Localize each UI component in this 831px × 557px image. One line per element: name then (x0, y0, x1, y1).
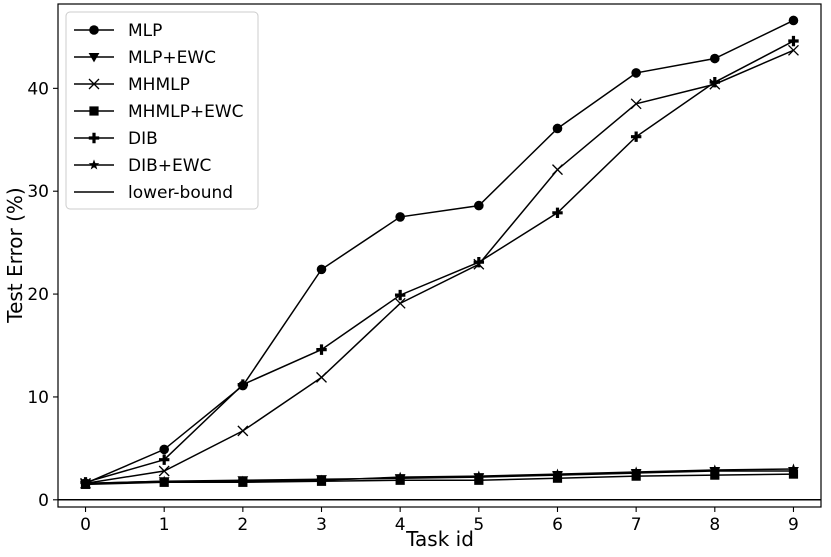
data-point-mlp-1 (159, 444, 169, 455)
data-point-mhmlp-ewc-5 (474, 475, 484, 485)
legend-item-mhmlp-ewc: MHMLP+EWC (74, 102, 244, 122)
data-point-mhmlp-ewc-6 (552, 473, 563, 483)
y-axis-title: Test Error (%) (3, 187, 27, 323)
data-point-dib-5 (473, 256, 485, 268)
legend-item-mlp: MLP (74, 21, 162, 41)
legend-marker-mhmlp (88, 78, 100, 90)
data-point-dib-ewc-5 (473, 470, 485, 481)
data-point-dib-ewc-0 (80, 477, 91, 488)
legend-marker-dib-ewc (88, 159, 100, 170)
y-tick-label-10: 10 (27, 388, 49, 408)
data-point-dib-1 (158, 454, 170, 465)
legend-item-dib: DIB (74, 129, 158, 149)
data-point-mhmlp-ewc-8 (710, 470, 720, 480)
x-tick-label-1: 1 (159, 515, 170, 535)
data-point-dib-ewc-9 (788, 463, 799, 474)
data-point-mhmlp-9 (788, 44, 799, 56)
data-point-dib-ewc-4 (394, 471, 406, 482)
x-tick-label-5: 5 (473, 515, 484, 535)
data-point-mhmlp-1 (158, 465, 170, 477)
legend-label-mhmlp-ewc: MHMLP+EWC (128, 102, 244, 122)
data-point-mhmlp-ewc-4 (395, 475, 405, 485)
series-dib-ewc (80, 463, 799, 488)
x-tick-label-0: 0 (80, 515, 91, 535)
data-point-mhmlp-ewc-9 (788, 469, 799, 479)
legend-label-mlp-ewc: MLP+EWC (128, 48, 216, 68)
data-point-dib-ewc-3 (316, 474, 327, 485)
series-line-mhmlp (85, 49, 794, 485)
data-point-dib-ewc-1 (158, 475, 170, 486)
data-point-mlp-7 (631, 68, 641, 78)
series-line-mhmlp-ewc (85, 473, 794, 486)
axes-frame (57, 3, 822, 508)
data-point-mlp-3 (316, 264, 327, 275)
x-tick-label-4: 4 (395, 515, 406, 535)
data-point-mlp-4 (395, 212, 405, 222)
data-point-dib-ewc-7 (630, 466, 642, 477)
data-point-dib-9 (788, 35, 799, 47)
data-point-mhmlp-4 (394, 297, 406, 309)
legend-item-mlp-ewc: MLP+EWC (74, 48, 216, 68)
data-point-dib-3 (316, 344, 327, 355)
data-point-dib-ewc-8 (709, 464, 721, 475)
y-tick-label-0: 0 (38, 491, 49, 511)
data-point-mhmlp-ewc-7 (631, 471, 641, 481)
data-point-mhmlp-7 (630, 98, 642, 110)
data-point-dib-4 (394, 289, 406, 301)
legend-item-dib-ewc: DIB+EWC (74, 156, 211, 176)
legend-item-mhmlp: MHMLP (74, 75, 190, 95)
legend-marker-dib (88, 132, 100, 144)
axes-layer: 0 1 2 3 4 5 6 7 8 9 0 10 20 30 40 (27, 3, 822, 535)
legend: MLP MLP+EWC MHMLP MHMLP+EWC DIB DIB+EWC lower-… (65, 11, 259, 210)
legend-label-lower-bound: lower-bound (128, 183, 233, 203)
x-tick-label-3: 3 (316, 515, 327, 535)
legend-label-mhmlp: MHMLP (128, 75, 190, 95)
series-line-mlp (85, 19, 794, 485)
data-point-dib-7 (630, 131, 642, 142)
y-tick-label-30: 30 (27, 182, 49, 202)
data-point-mlp-5 (474, 200, 484, 211)
data-point-dib-ewc-6 (552, 468, 563, 479)
data-point-mlp-9 (788, 15, 799, 26)
x-tick-label-2: 2 (237, 515, 248, 535)
data-point-mlp-8 (710, 53, 720, 64)
x-tick-label-9: 9 (788, 515, 799, 535)
series-layer (58, 15, 821, 501)
x-tick-label-7: 7 (631, 515, 642, 535)
legend-marker-mhmlp-ewc (89, 106, 99, 116)
x-tick-label-6: 6 (552, 515, 563, 535)
x-tick-label-8: 8 (709, 515, 720, 535)
legend-marker-mlp (89, 25, 99, 35)
legend-label-dib: DIB (128, 129, 158, 149)
data-point-dib-ewc-2 (237, 475, 249, 486)
series-line-dib (85, 40, 794, 484)
data-point-dib-6 (552, 207, 563, 219)
y-tick-label-40: 40 (27, 79, 49, 99)
series-line-dib-ewc (85, 468, 794, 485)
legend-marker-mlp-ewc (88, 52, 100, 63)
data-point-dib-2 (237, 379, 249, 390)
data-point-dib-8 (709, 76, 721, 88)
y-tick-label-20: 20 (27, 285, 49, 305)
legend-label-dib-ewc: DIB+EWC (128, 156, 211, 176)
legend-label-mlp: MLP (128, 21, 162, 41)
legend-item-lower-bound: lower-bound (74, 183, 233, 203)
data-point-mhmlp-6 (552, 164, 563, 176)
legend-box (65, 11, 259, 210)
data-point-mhmlp-2 (237, 425, 249, 437)
data-point-mhmlp-3 (316, 371, 327, 383)
data-point-mlp-6 (552, 123, 563, 134)
x-axis-title: Task id (405, 527, 474, 551)
